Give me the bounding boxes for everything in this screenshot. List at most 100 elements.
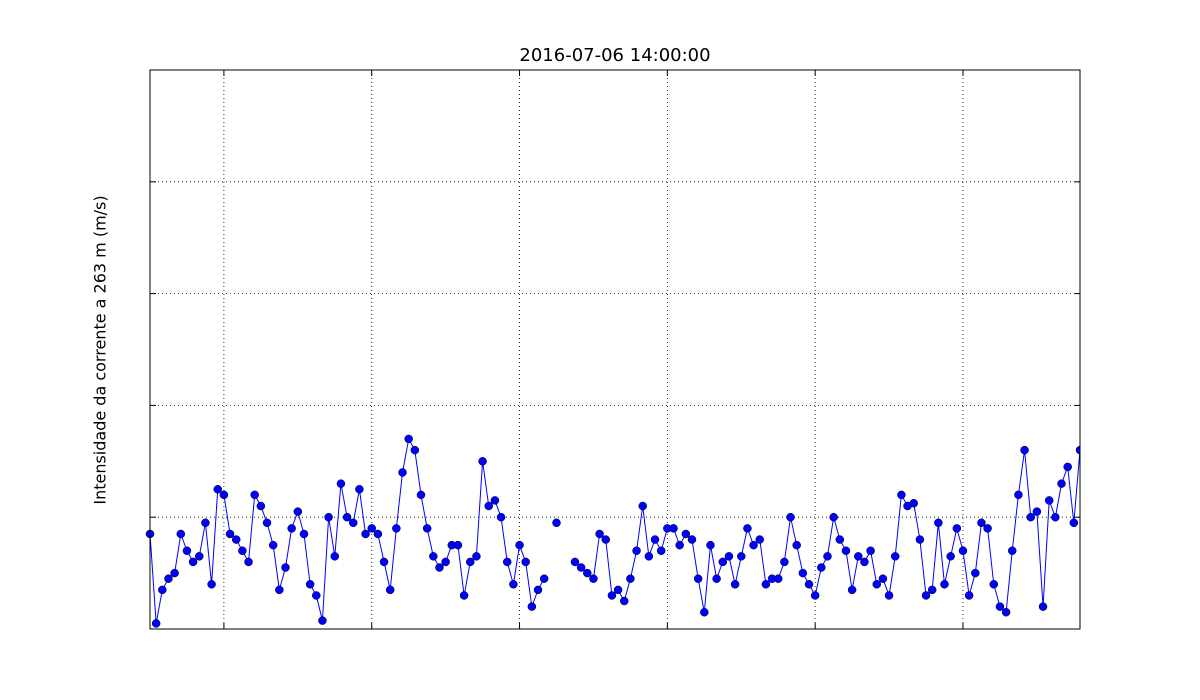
data-point xyxy=(1001,607,1011,617)
data-point xyxy=(983,524,992,533)
data-point xyxy=(1044,496,1054,505)
data-point xyxy=(977,518,986,528)
chart-title: 2016-07-06 14:00:00 xyxy=(519,45,710,66)
data-point xyxy=(798,568,808,578)
data-point xyxy=(669,524,678,533)
data-point xyxy=(650,535,660,544)
data-point xyxy=(404,434,413,444)
data-point xyxy=(915,535,925,544)
data-point xyxy=(1069,518,1079,528)
data-point xyxy=(379,557,389,567)
data-point xyxy=(552,518,561,528)
data-point xyxy=(817,563,826,572)
data-point xyxy=(1063,462,1072,472)
data-point xyxy=(601,535,611,544)
data-point xyxy=(367,524,376,533)
data-point xyxy=(700,607,709,617)
data-point xyxy=(749,540,758,550)
data-point xyxy=(681,529,691,539)
data-point xyxy=(527,602,537,611)
data-point xyxy=(687,535,697,544)
data-point xyxy=(761,580,771,589)
data-point xyxy=(416,490,426,500)
data-point xyxy=(804,580,814,589)
data-point xyxy=(496,512,506,522)
data-point xyxy=(225,529,235,539)
data-point xyxy=(1008,546,1017,555)
data-point xyxy=(373,529,383,539)
data-point xyxy=(1075,445,1080,455)
data-point xyxy=(730,580,740,589)
data-point xyxy=(429,552,438,561)
data-point xyxy=(201,518,210,528)
data-point xyxy=(244,557,253,567)
data-point xyxy=(398,468,407,477)
data-point xyxy=(287,524,296,533)
data-point xyxy=(884,591,894,600)
plot-area: 0.00.20.40.60.81.0Jun 25 2016Jun 27 2016… xyxy=(145,70,1080,629)
data-point xyxy=(478,457,487,466)
data-point xyxy=(164,574,173,583)
data-point xyxy=(675,540,684,550)
data-point xyxy=(207,580,216,589)
data-point xyxy=(238,546,247,555)
data-point xyxy=(490,496,500,505)
data-point xyxy=(355,485,364,494)
data-point xyxy=(619,596,629,606)
data-point xyxy=(872,580,882,589)
data-point xyxy=(250,490,259,500)
data-point xyxy=(860,557,869,567)
data-point xyxy=(324,512,333,522)
data-point xyxy=(706,540,715,550)
data-point xyxy=(909,498,918,508)
data-point xyxy=(927,585,937,595)
data-point xyxy=(632,546,641,555)
data-point xyxy=(576,563,586,572)
data-point xyxy=(786,512,795,522)
data-point xyxy=(472,552,481,561)
data-point xyxy=(158,585,167,595)
data-point xyxy=(773,574,783,583)
data-point xyxy=(361,529,370,539)
data-point xyxy=(281,563,290,572)
data-point xyxy=(743,524,752,533)
data-point xyxy=(940,580,949,589)
data-point xyxy=(718,557,728,567)
data-point xyxy=(435,563,444,572)
data-point xyxy=(231,535,241,544)
data-point xyxy=(1032,507,1042,516)
data-point xyxy=(453,540,463,550)
data-point xyxy=(607,591,617,600)
data-point xyxy=(330,552,340,561)
data-point xyxy=(656,546,666,555)
data-point xyxy=(539,574,549,583)
data-point xyxy=(515,540,524,550)
data-point xyxy=(385,585,395,595)
data-point xyxy=(989,580,999,589)
data-point xyxy=(262,518,272,528)
data-point xyxy=(570,557,580,567)
data-point xyxy=(441,557,450,567)
data-point xyxy=(410,445,420,455)
data-point xyxy=(866,546,875,555)
data-point xyxy=(737,552,746,561)
data-point xyxy=(934,518,943,528)
data-point xyxy=(342,512,352,522)
data-point xyxy=(195,552,204,561)
data-point xyxy=(755,535,764,544)
data-point xyxy=(1051,512,1060,522)
data-point xyxy=(780,557,789,567)
data-point xyxy=(712,574,721,583)
data-point xyxy=(348,518,358,528)
data-point xyxy=(626,574,635,583)
data-point xyxy=(188,557,198,567)
data-point xyxy=(305,580,315,589)
data-point xyxy=(583,568,592,578)
data-point xyxy=(268,540,278,550)
data-point xyxy=(595,529,604,539)
data-point xyxy=(638,501,647,511)
data-point xyxy=(823,552,832,561)
data-point xyxy=(318,616,327,625)
